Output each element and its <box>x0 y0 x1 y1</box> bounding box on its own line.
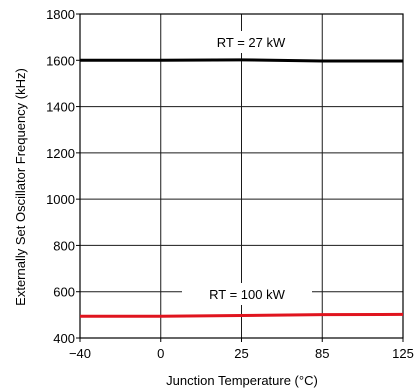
series-line-2 <box>80 312 404 318</box>
x-tick-label: 85 <box>315 346 329 361</box>
y-tick-label: 600 <box>53 285 75 300</box>
y-tick-label: 1800 <box>46 7 75 22</box>
y-tick-label: 1000 <box>46 192 75 207</box>
x-tick-label: 0 <box>157 346 164 361</box>
annotation-background <box>188 31 314 53</box>
y-tick-label: 400 <box>53 331 75 346</box>
y-tick-label: 800 <box>53 238 75 253</box>
y-tick-label: 1400 <box>46 100 75 115</box>
series-line-1 <box>80 58 403 63</box>
y-tick-label: 1600 <box>46 53 75 68</box>
y-tick-label: 1200 <box>46 146 75 161</box>
tick-label-layer: 400 600 800 1000 1200 1400 1600 1800 −40 0 25 85 125 <box>46 7 414 361</box>
x-tick-label: 25 <box>234 346 248 361</box>
y-axis-title: Externally Set Oscillator Frequency (kHz… <box>13 68 28 306</box>
series-layer <box>79 58 404 318</box>
annotation-background <box>182 283 312 305</box>
x-tick-label: 125 <box>392 346 414 361</box>
series-annotation-label: RT = 27 kW <box>217 35 286 50</box>
x-axis-title: Junction Temperature (°C) <box>166 373 318 388</box>
series-annotation-label: RT = 100 kW <box>209 287 285 302</box>
annotation-layer: RT = 27 kW RT = 100 kW <box>182 31 314 305</box>
x-tick-label: −40 <box>69 346 91 361</box>
